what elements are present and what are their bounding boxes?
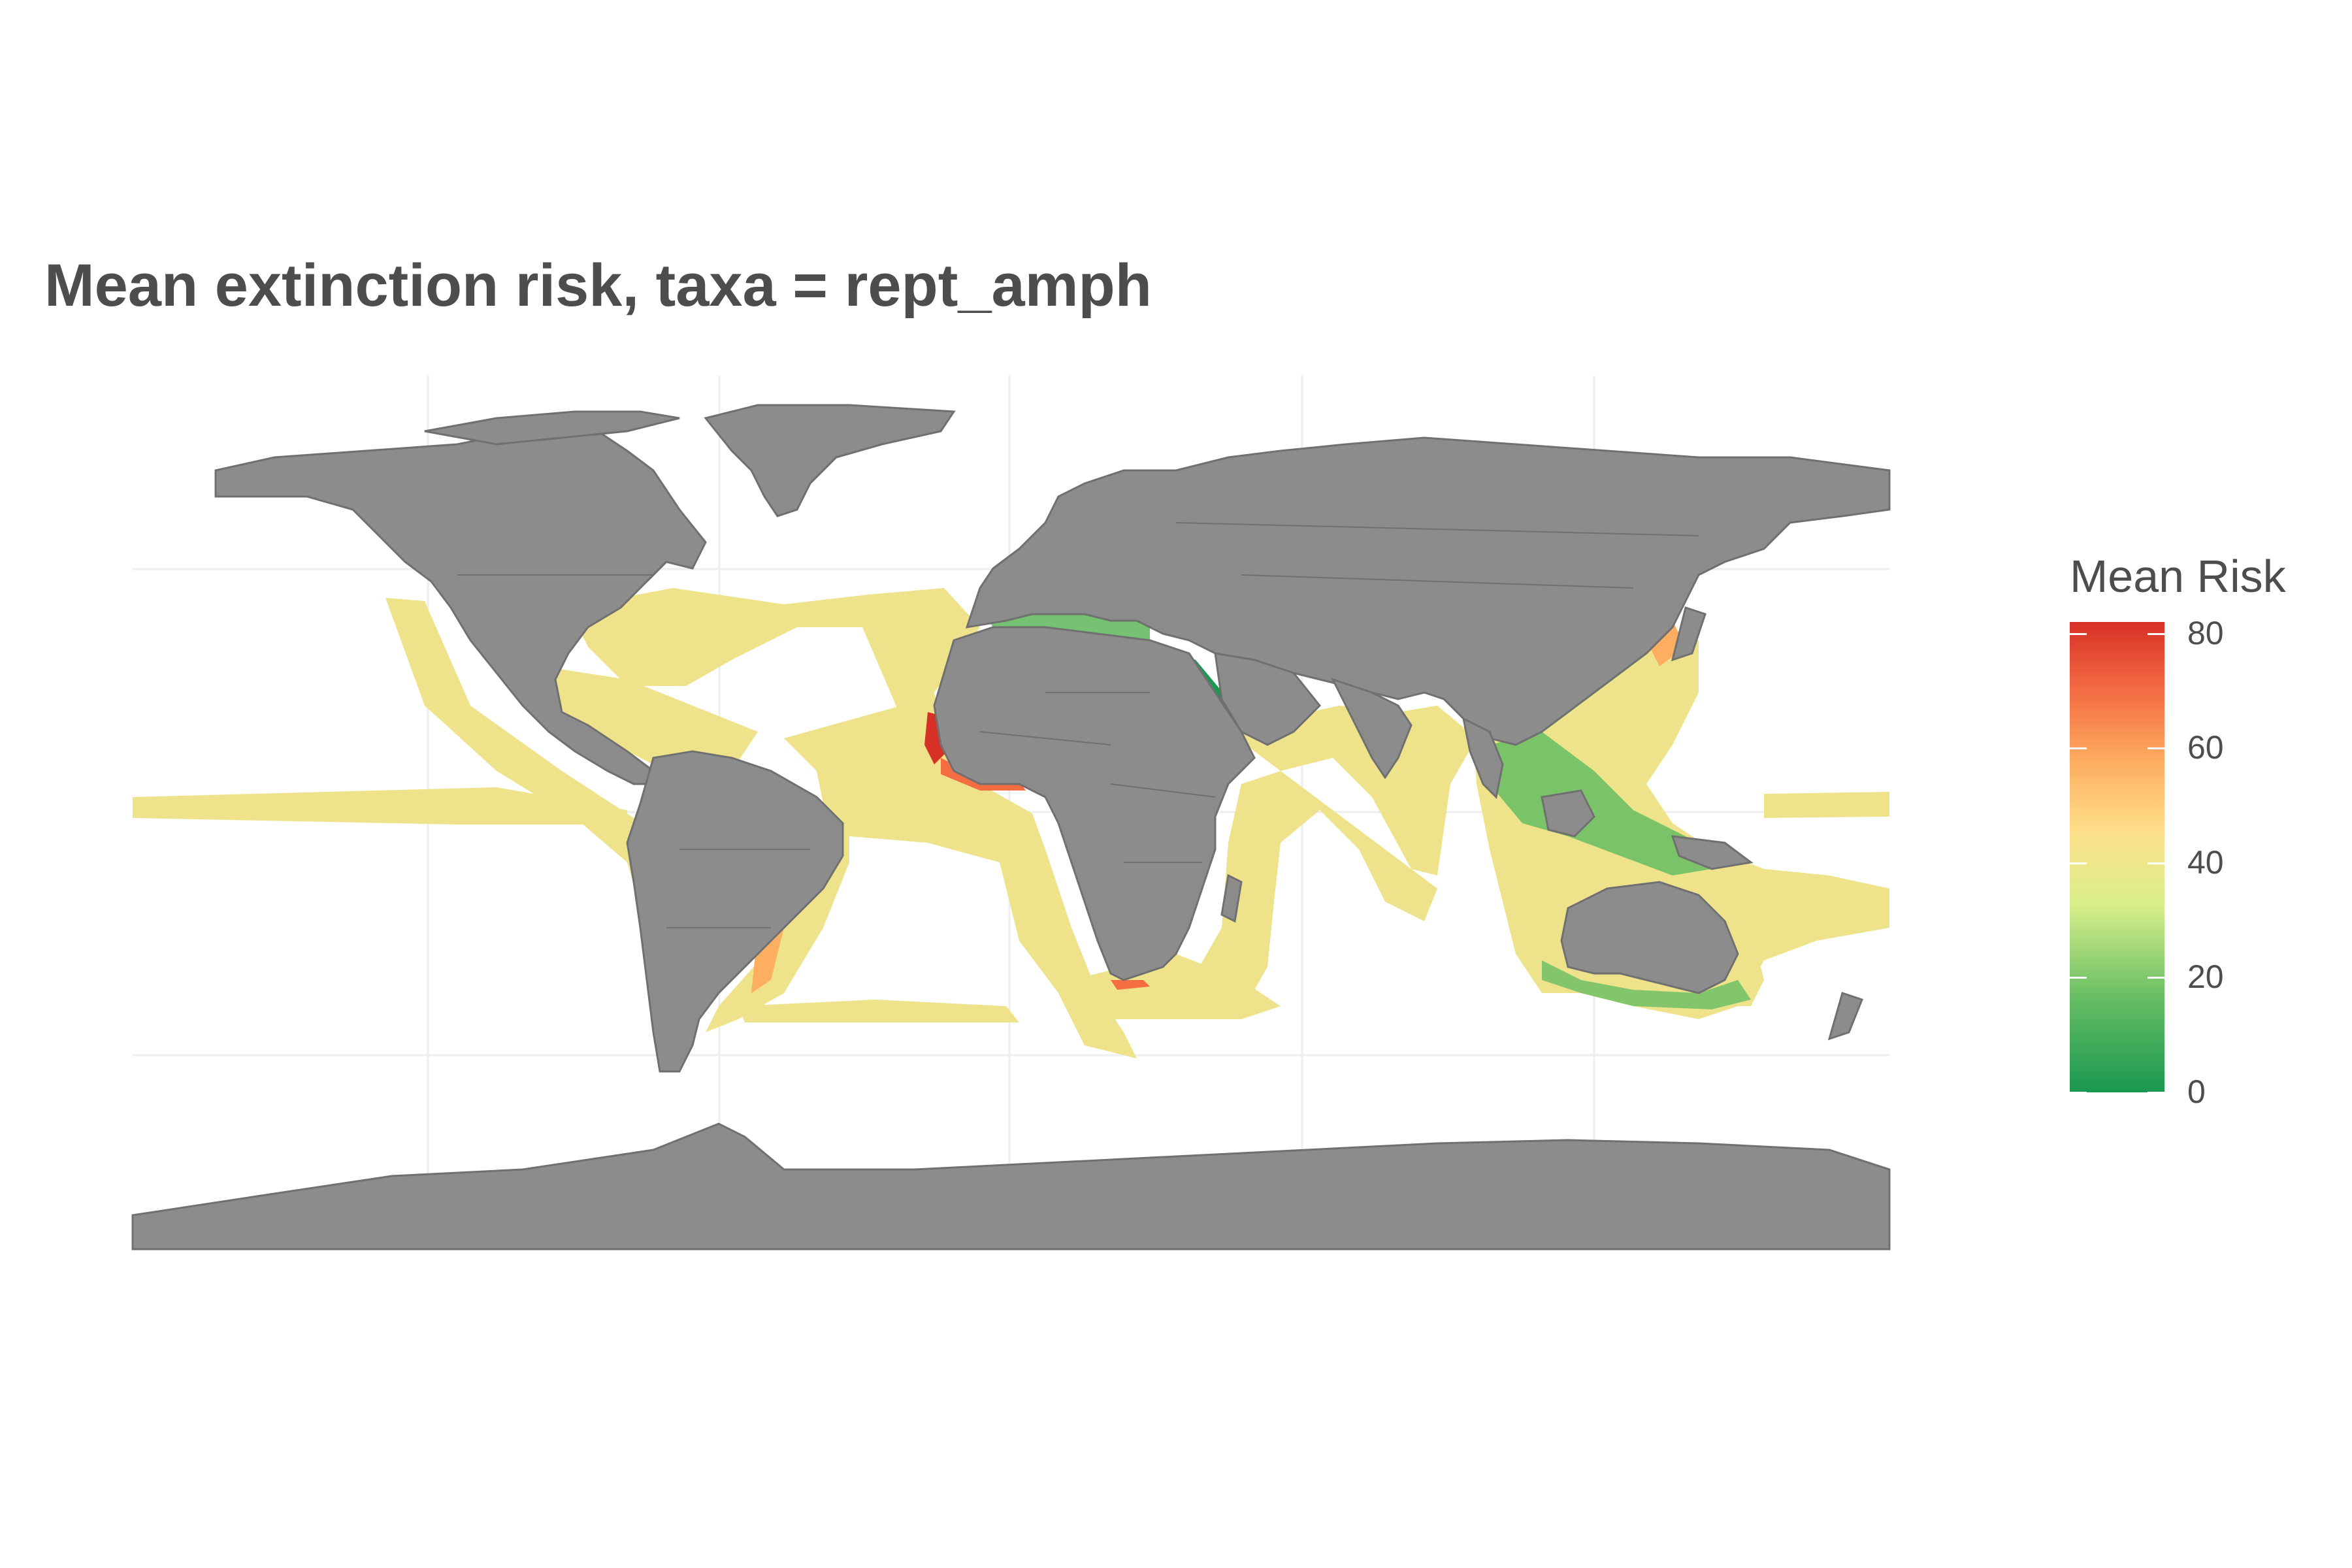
legend-title: Mean Risk <box>2070 551 2286 602</box>
risk-area-australia-green <box>1542 960 1751 1009</box>
land-madagascar <box>1220 874 1243 923</box>
land-india <box>1331 678 1413 779</box>
legend-tick-right <box>2148 977 2164 979</box>
land-arctic-islands <box>424 410 680 446</box>
legend-tick-left <box>2070 862 2087 864</box>
risk-area-pacific-east-band <box>1764 792 1889 818</box>
land-new-guinea <box>1671 835 1754 870</box>
legend-label: 0 <box>2187 1073 2206 1110</box>
land-greenland <box>704 404 956 517</box>
risk-area-caribbean <box>542 666 758 771</box>
risk-area-pacific-band <box>133 787 627 825</box>
land-arabia <box>1214 652 1322 746</box>
risk-area-indonesia-green <box>1490 732 1712 875</box>
risk-area-north-atlantic <box>568 588 980 725</box>
legend-tick-right <box>2148 632 2164 635</box>
legend-label: 20 <box>2187 958 2224 996</box>
risk-area-americas-pacific-coast <box>385 598 686 1022</box>
land-africa <box>933 626 1256 981</box>
legend-label: 40 <box>2187 843 2224 881</box>
land-layer <box>131 404 1891 1250</box>
land-new-zealand <box>1827 992 1863 1041</box>
land-south-america <box>626 750 844 1073</box>
legend-tick-right <box>2148 1092 2164 1094</box>
land-borneo <box>1541 789 1595 838</box>
land-southeast-asia <box>1462 717 1504 800</box>
land-australia <box>1560 881 1739 994</box>
land-eurasia <box>965 436 1891 746</box>
color-legend: Mean Risk 0 20 40 60 80 <box>2070 550 2344 1112</box>
legend-tick-left <box>2070 1092 2087 1094</box>
country-borders <box>457 522 1699 928</box>
legend-tick-left <box>2070 747 2087 750</box>
legend-label: 60 <box>2187 729 2224 766</box>
legend-tick-right <box>2148 862 2164 864</box>
land-japan <box>1671 606 1707 662</box>
legend-label: 80 <box>2187 614 2224 651</box>
risk-area-tropical-atlantic <box>784 706 1137 1058</box>
land-antarctica <box>131 1122 1891 1250</box>
chart-title: Mean extinction risk, taxa = rept_amph <box>44 252 1152 319</box>
risk-area-indian-ocean <box>1176 693 1477 1019</box>
risk-hotspot-sw-africa <box>1111 980 1150 990</box>
legend-colorbar <box>2070 622 2164 1092</box>
risk-area-south-atlantic-band <box>738 1000 1019 1022</box>
legend-tick-left <box>2070 977 2087 979</box>
legend-tick-left <box>2070 632 2087 635</box>
land-north-america <box>214 423 707 785</box>
legend-tick-right <box>2148 747 2164 750</box>
